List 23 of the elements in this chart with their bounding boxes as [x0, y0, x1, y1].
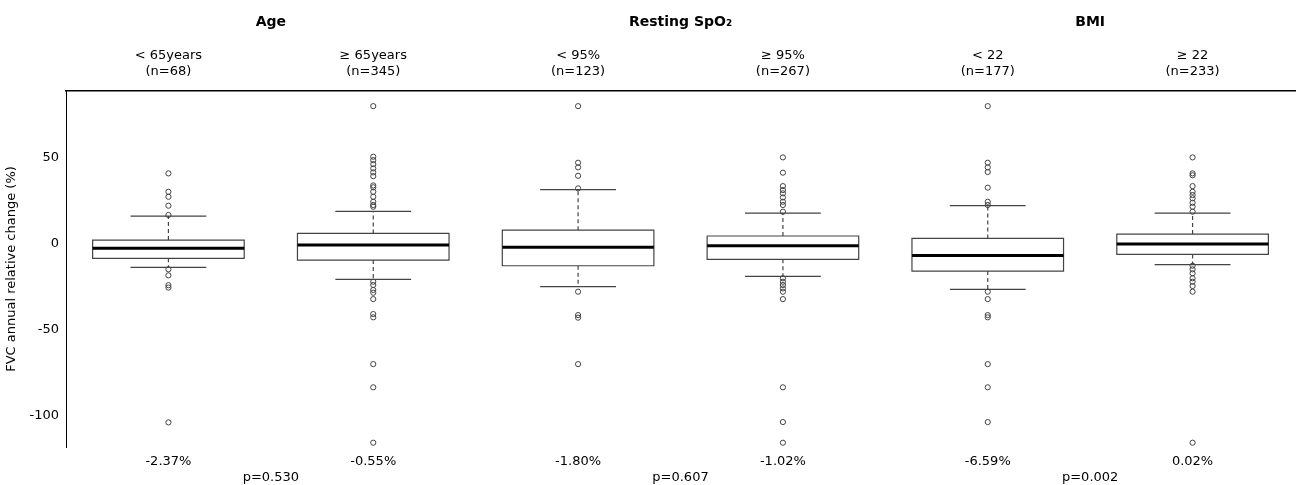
- x-tick-label: < 95% (n=123): [551, 46, 606, 78]
- text: 0.02%: [1171, 453, 1214, 469]
- y-tick-label: -100: [29, 407, 59, 423]
- text: Age: [255, 12, 287, 29]
- text: p=0.530: [242, 469, 300, 485]
- text: -1.80%: [555, 453, 602, 469]
- y-tick-label: 50: [42, 149, 59, 165]
- text: -2.37%: [145, 453, 192, 469]
- x-tick-label: < 22 (n=177): [960, 46, 1015, 78]
- text: -6.59%: [964, 453, 1011, 469]
- x-tick-label: ≥ 95% (n=267): [755, 46, 810, 78]
- text: BMI: [1075, 12, 1106, 29]
- x-tick-label: ≥ 22 (n=233): [1165, 46, 1220, 78]
- y-tick-label: -50: [37, 321, 59, 337]
- x-tick-label: ≥ 65years (n=345): [339, 46, 408, 78]
- y-tick-label: 0: [50, 235, 59, 251]
- text: p=0.002: [1061, 469, 1119, 485]
- text: Resting SpO₂: [628, 12, 733, 29]
- text: -1.02%: [759, 453, 806, 469]
- text: -0.55%: [350, 453, 397, 469]
- text: p=0.607: [652, 469, 709, 485]
- y-axis-title: FVC annual relative change (%): [3, 166, 19, 372]
- x-tick-label: < 65years (n=68): [134, 46, 203, 78]
